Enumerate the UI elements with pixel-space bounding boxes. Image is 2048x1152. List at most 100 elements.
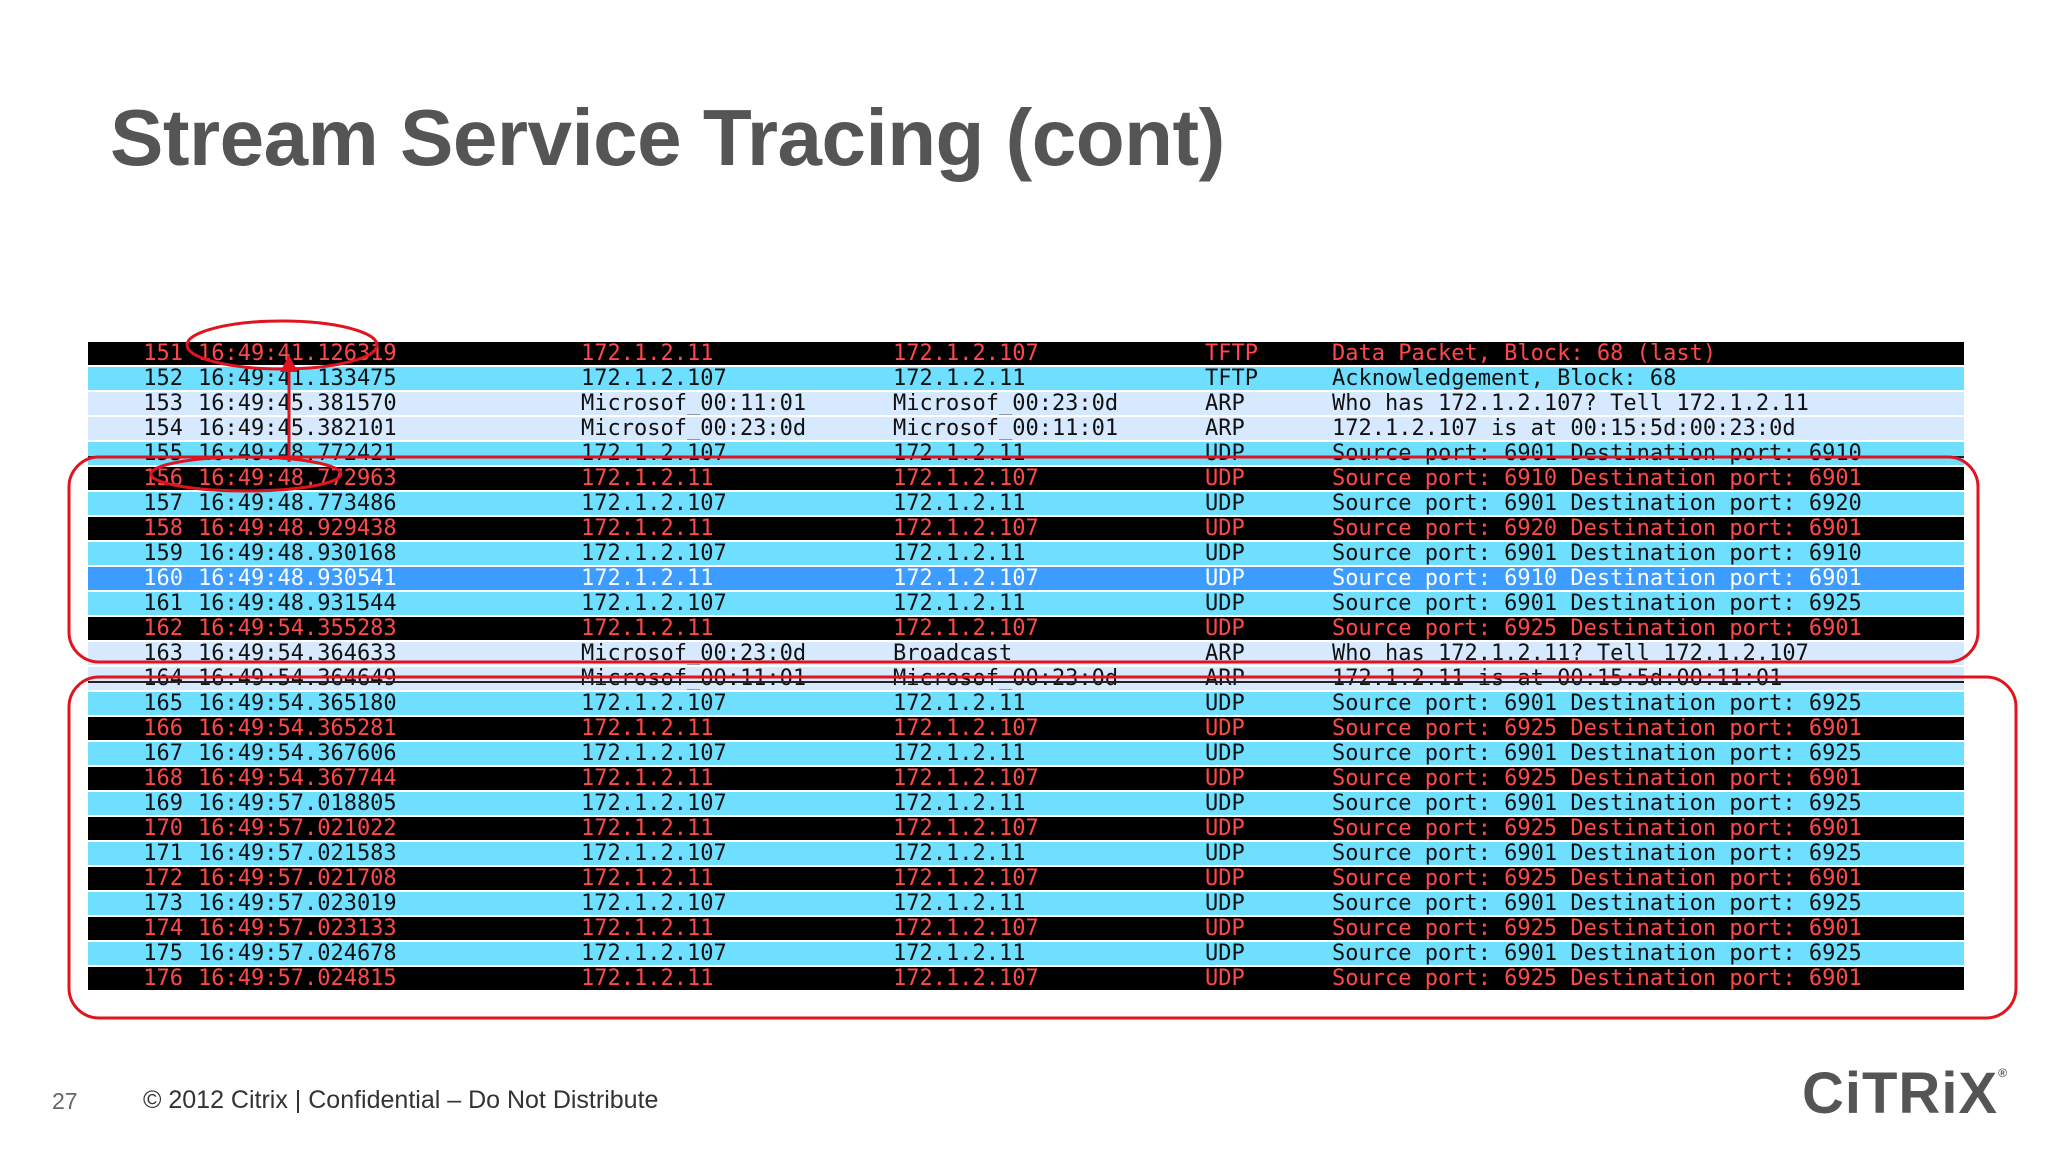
packet-row[interactable]: 161 16:49:48.931544 172.1.2.107 172.1.2.11 U…: [88, 592, 1964, 615]
packet-row[interactable]: 176 16:49:57.024815 172.1.2.11 172.1.2.107 U…: [88, 967, 1964, 990]
packet-source: 172.1.2.107: [581, 442, 727, 465]
packet-protocol: UDP: [1205, 542, 1245, 565]
packet-protocol: UDP: [1205, 867, 1245, 890]
packet-row[interactable]: 163 16:49:54.364633 Microsof_00:23:0d Broad…: [88, 642, 1964, 665]
packet-row[interactable]: 173 16:49:57.023019 172.1.2.107 172.1.2.11 U…: [88, 892, 1964, 915]
packet-source: 172.1.2.11: [581, 767, 714, 790]
packet-number: 171: [143, 842, 183, 865]
packet-destination: 172.1.2.11: [893, 842, 1026, 865]
packet-source: 172.1.2.11: [581, 567, 714, 590]
packet-info: Source port: 6901 Destination port: 6925: [1332, 842, 1862, 865]
packet-info: Source port: 6901 Destination port: 6910: [1332, 542, 1862, 565]
packet-time: 16:49:57.024815: [198, 967, 397, 990]
strikethrough-line: [88, 456, 1964, 458]
packet-time: 16:49:41.126319: [198, 342, 397, 365]
packet-row[interactable]: 155 16:49:48.772421 172.1.2.107 172.1.2.11 U…: [88, 442, 1964, 465]
packet-row[interactable]: 169 16:49:57.018805 172.1.2.107 172.1.2.11 U…: [88, 792, 1964, 815]
packet-time: 16:49:48.931544: [198, 592, 397, 615]
citrix-logo: CiTRiX®: [1802, 1060, 2008, 1127]
packet-source: 172.1.2.11: [581, 717, 714, 740]
packet-info: 172.1.2.11 is at 00:15:5d:00:11:01: [1332, 667, 1783, 690]
packet-protocol: ARP: [1205, 642, 1245, 665]
packet-row[interactable]: 175 16:49:57.024678 172.1.2.107 172.1.2.11 U…: [88, 942, 1964, 965]
packet-row[interactable]: 164 16:49:54.364649 Microsof_00:11:01 Micro…: [88, 667, 1964, 690]
packet-info: Source port: 6901 Destination port: 6925: [1332, 792, 1862, 815]
packet-number: 176: [143, 967, 183, 990]
packet-destination: 172.1.2.107: [893, 617, 1039, 640]
packet-info: Who has 172.1.2.11? Tell 172.1.2.107: [1332, 642, 1809, 665]
packet-row[interactable]: 168 16:49:54.367744 172.1.2.11 172.1.2.107 U…: [88, 767, 1964, 790]
packet-number: 151: [143, 342, 183, 365]
packet-destination: 172.1.2.11: [893, 792, 1026, 815]
packet-info: Source port: 6925 Destination port: 6901: [1332, 717, 1862, 740]
packet-row[interactable]: 159 16:49:48.930168 172.1.2.107 172.1.2.11 U…: [88, 542, 1964, 565]
packet-protocol: ARP: [1205, 417, 1245, 440]
packet-info: Source port: 6901 Destination port: 6925: [1332, 742, 1862, 765]
packet-source: 172.1.2.11: [581, 917, 714, 940]
packet-row[interactable]: 167 16:49:54.367606 172.1.2.107 172.1.2.11 U…: [88, 742, 1964, 765]
packet-time: 16:49:57.024678: [198, 942, 397, 965]
packet-row[interactable]: 162 16:49:54.355283 172.1.2.11 172.1.2.107 U…: [88, 617, 1964, 640]
packet-destination: 172.1.2.11: [893, 542, 1026, 565]
packet-info: Source port: 6925 Destination port: 6901: [1332, 617, 1862, 640]
packet-source: 172.1.2.11: [581, 517, 714, 540]
packet-info: Source port: 6925 Destination port: 6901: [1332, 967, 1862, 990]
packet-protocol: UDP: [1205, 592, 1245, 615]
packet-source: 172.1.2.107: [581, 942, 727, 965]
packet-info: Data Packet, Block: 68 (last): [1332, 342, 1717, 365]
packet-destination: Microsof_00:23:0d: [893, 667, 1119, 690]
packet-row[interactable]: 154 16:49:45.382101 Microsof_00:23:0d Micro…: [88, 417, 1964, 440]
packet-time: 16:49:48.929438: [198, 517, 397, 540]
packet-protocol: UDP: [1205, 767, 1245, 790]
packet-row[interactable]: 157 16:49:48.773486 172.1.2.107 172.1.2.11 U…: [88, 492, 1964, 515]
packet-row[interactable]: 166 16:49:54.365281 172.1.2.11 172.1.2.107 U…: [88, 717, 1964, 740]
packet-source: 172.1.2.107: [581, 742, 727, 765]
packet-row[interactable]: 151 16:49:41.126319 172.1.2.11 172.1.2.107 T…: [88, 342, 1964, 365]
packet-time: 16:49:48.772963: [198, 467, 397, 490]
packet-protocol: UDP: [1205, 717, 1245, 740]
packet-protocol: UDP: [1205, 967, 1245, 990]
packet-row[interactable]: 170 16:49:57.021022 172.1.2.11 172.1.2.107 U…: [88, 817, 1964, 840]
packet-source: 172.1.2.11: [581, 867, 714, 890]
packet-number: 173: [143, 892, 183, 915]
packet-time: 16:49:54.365281: [198, 717, 397, 740]
packet-list: 151 16:49:41.126319 172.1.2.11 172.1.2.107 T…: [88, 342, 1964, 992]
packet-row[interactable]: 172 16:49:57.021708 172.1.2.11 172.1.2.107 U…: [88, 867, 1964, 890]
packet-row[interactable]: 165 16:49:54.365180 172.1.2.107 172.1.2.11 U…: [88, 692, 1964, 715]
packet-protocol: UDP: [1205, 467, 1245, 490]
packet-row[interactable]: 152 16:49:41.133475 172.1.2.107 172.1.2.11 T…: [88, 367, 1964, 390]
packet-row[interactable]: 174 16:49:57.023133 172.1.2.11 172.1.2.107 U…: [88, 917, 1964, 940]
packet-info: Source port: 6920 Destination port: 6901: [1332, 517, 1862, 540]
packet-info: Who has 172.1.2.107? Tell 172.1.2.11: [1332, 392, 1809, 415]
packet-time: 16:49:57.021583: [198, 842, 397, 865]
packet-time: 16:49:48.772421: [198, 442, 397, 465]
strikethrough-line: [88, 681, 1964, 683]
packet-number: 157: [143, 492, 183, 515]
packet-info: 172.1.2.107 is at 00:15:5d:00:23:0d: [1332, 417, 1796, 440]
packet-protocol: UDP: [1205, 517, 1245, 540]
packet-destination: 172.1.2.107: [893, 467, 1039, 490]
packet-row[interactable]: 160 16:49:48.930541 172.1.2.11 172.1.2.107 U…: [88, 567, 1964, 590]
packet-row[interactable]: 158 16:49:48.929438 172.1.2.11 172.1.2.107 U…: [88, 517, 1964, 540]
packet-source: 172.1.2.11: [581, 342, 714, 365]
packet-row[interactable]: 171 16:49:57.021583 172.1.2.107 172.1.2.11 U…: [88, 842, 1964, 865]
packet-destination: 172.1.2.107: [893, 817, 1039, 840]
packet-time: 16:49:54.364649: [198, 667, 397, 690]
packet-destination: 172.1.2.11: [893, 367, 1026, 390]
packet-number: 159: [143, 542, 183, 565]
packet-destination: 172.1.2.11: [893, 742, 1026, 765]
packet-destination: 172.1.2.107: [893, 342, 1039, 365]
packet-number: 174: [143, 917, 183, 940]
packet-row[interactable]: 156 16:49:48.772963 172.1.2.11 172.1.2.107 U…: [88, 467, 1964, 490]
packet-number: 161: [143, 592, 183, 615]
packet-protocol: UDP: [1205, 917, 1245, 940]
packet-source: 172.1.2.11: [581, 817, 714, 840]
packet-source: 172.1.2.107: [581, 542, 727, 565]
packet-time: 16:49:45.382101: [198, 417, 397, 440]
packet-info: Source port: 6901 Destination port: 6920: [1332, 492, 1862, 515]
packet-destination: 172.1.2.11: [893, 942, 1026, 965]
packet-row[interactable]: 153 16:49:45.381570 Microsof_00:11:01 Micro…: [88, 392, 1964, 415]
packet-destination: 172.1.2.107: [893, 767, 1039, 790]
packet-time: 16:49:41.133475: [198, 367, 397, 390]
packet-source: 172.1.2.107: [581, 692, 727, 715]
